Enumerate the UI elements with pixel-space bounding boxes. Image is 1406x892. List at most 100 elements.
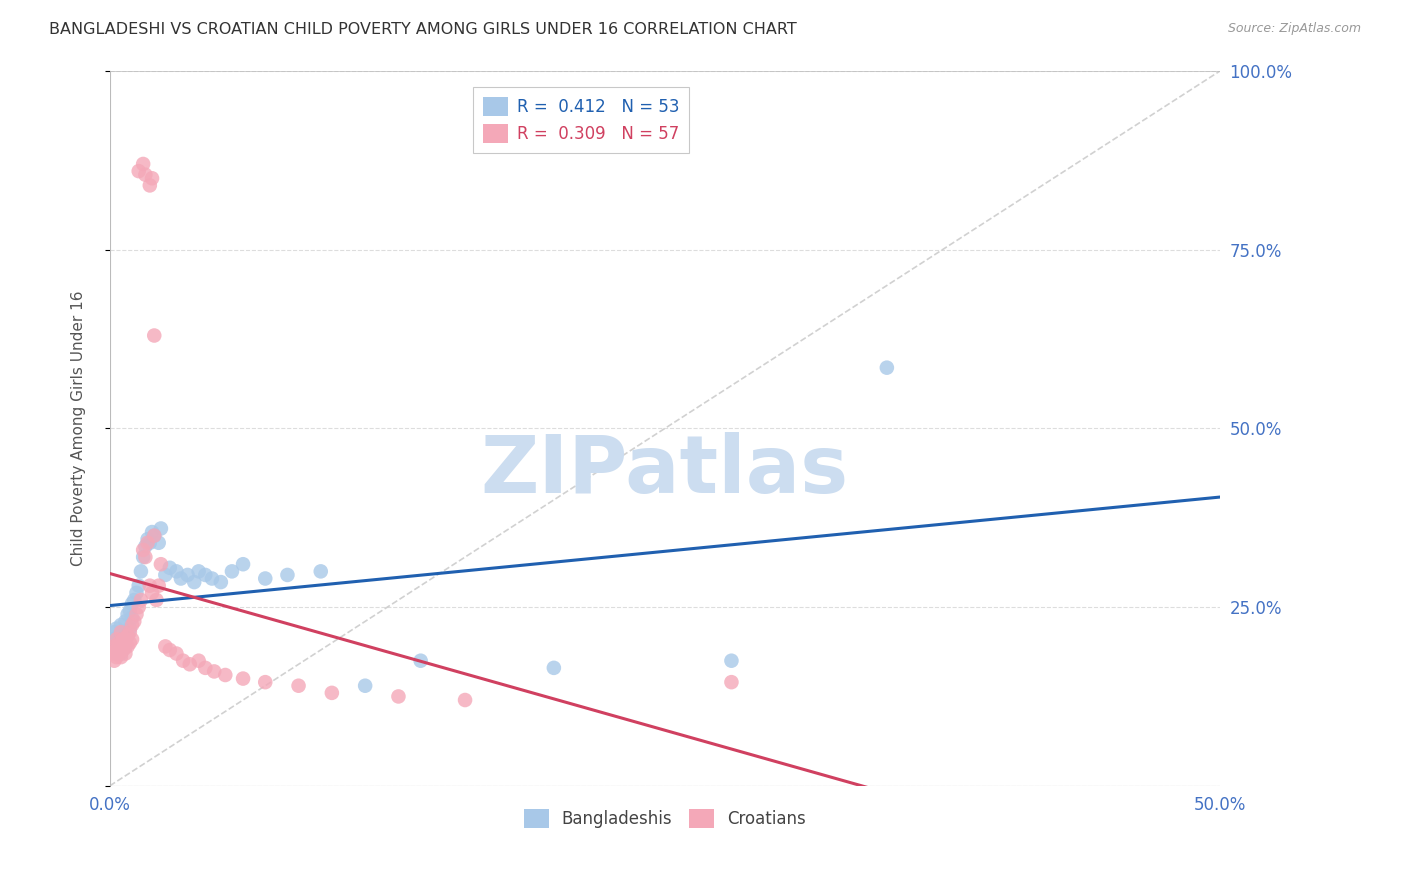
Point	[720, 654, 742, 668]
Point	[132, 157, 155, 171]
Point	[122, 615, 145, 629]
Point	[129, 593, 152, 607]
Point	[139, 535, 162, 549]
Point	[107, 636, 129, 650]
Point	[139, 579, 162, 593]
Point	[159, 643, 181, 657]
Point	[276, 568, 298, 582]
Point	[202, 665, 225, 679]
Point	[179, 657, 201, 672]
Point	[105, 632, 128, 647]
Point	[121, 632, 143, 647]
Point	[112, 632, 135, 647]
Point	[194, 661, 217, 675]
Point	[159, 561, 181, 575]
Y-axis label: Child Poverty Among Girls Under 16: Child Poverty Among Girls Under 16	[72, 291, 86, 566]
Point	[201, 572, 224, 586]
Point	[103, 640, 125, 654]
Point	[409, 654, 432, 668]
Point	[254, 572, 277, 586]
Point	[107, 647, 129, 661]
Point	[128, 600, 150, 615]
Point	[132, 550, 155, 565]
Point	[143, 328, 166, 343]
Point	[214, 668, 236, 682]
Text: BANGLADESHI VS CROATIAN CHILD POVERTY AMONG GIRLS UNDER 16 CORRELATION CHART: BANGLADESHI VS CROATIAN CHILD POVERTY AM…	[49, 22, 797, 37]
Point	[101, 643, 124, 657]
Point	[720, 675, 742, 690]
Point	[107, 643, 129, 657]
Point	[309, 565, 332, 579]
Point	[112, 643, 135, 657]
Point	[121, 597, 143, 611]
Point	[454, 693, 477, 707]
Point	[172, 654, 194, 668]
Point	[145, 593, 167, 607]
Point	[141, 586, 163, 600]
Point	[209, 575, 232, 590]
Point	[155, 568, 177, 582]
Point	[148, 579, 170, 593]
Point	[101, 632, 124, 647]
Point	[118, 625, 141, 640]
Point	[114, 636, 136, 650]
Point	[114, 640, 136, 654]
Point	[543, 661, 565, 675]
Point	[165, 565, 187, 579]
Point	[876, 360, 898, 375]
Point	[107, 629, 129, 643]
Point	[114, 615, 136, 629]
Point	[134, 540, 156, 554]
Point	[112, 636, 135, 650]
Point	[143, 528, 166, 542]
Point	[170, 572, 193, 586]
Point	[232, 672, 254, 686]
Point	[125, 586, 148, 600]
Point	[254, 675, 277, 690]
Point	[118, 622, 141, 636]
Point	[110, 632, 132, 647]
Point	[149, 521, 172, 535]
Point	[132, 543, 155, 558]
Point	[128, 164, 150, 178]
Point	[139, 178, 162, 193]
Point	[141, 171, 163, 186]
Point	[148, 535, 170, 549]
Point	[134, 168, 156, 182]
Point	[103, 654, 125, 668]
Point	[143, 528, 166, 542]
Legend: Bangladeshis, Croatians: Bangladeshis, Croatians	[517, 802, 813, 835]
Point	[141, 524, 163, 539]
Point	[321, 686, 343, 700]
Point	[118, 604, 141, 618]
Point	[110, 650, 132, 665]
Point	[110, 647, 132, 661]
Point	[117, 607, 139, 622]
Point	[194, 568, 217, 582]
Point	[128, 579, 150, 593]
Point	[134, 550, 156, 565]
Point	[125, 607, 148, 622]
Text: Source: ZipAtlas.com: Source: ZipAtlas.com	[1227, 22, 1361, 36]
Point	[110, 625, 132, 640]
Point	[105, 622, 128, 636]
Point	[287, 679, 309, 693]
Point	[105, 650, 128, 665]
Point	[232, 558, 254, 572]
Point	[121, 618, 143, 632]
Point	[387, 690, 409, 704]
Point	[149, 558, 172, 572]
Point	[110, 640, 132, 654]
Point	[176, 568, 198, 582]
Point	[118, 636, 141, 650]
Point	[187, 565, 209, 579]
Point	[354, 679, 377, 693]
Text: ZIPatlas: ZIPatlas	[481, 433, 849, 510]
Point	[187, 654, 209, 668]
Point	[165, 647, 187, 661]
Point	[129, 565, 152, 579]
Point	[103, 625, 125, 640]
Point	[101, 647, 124, 661]
Point	[114, 647, 136, 661]
Point	[155, 640, 177, 654]
